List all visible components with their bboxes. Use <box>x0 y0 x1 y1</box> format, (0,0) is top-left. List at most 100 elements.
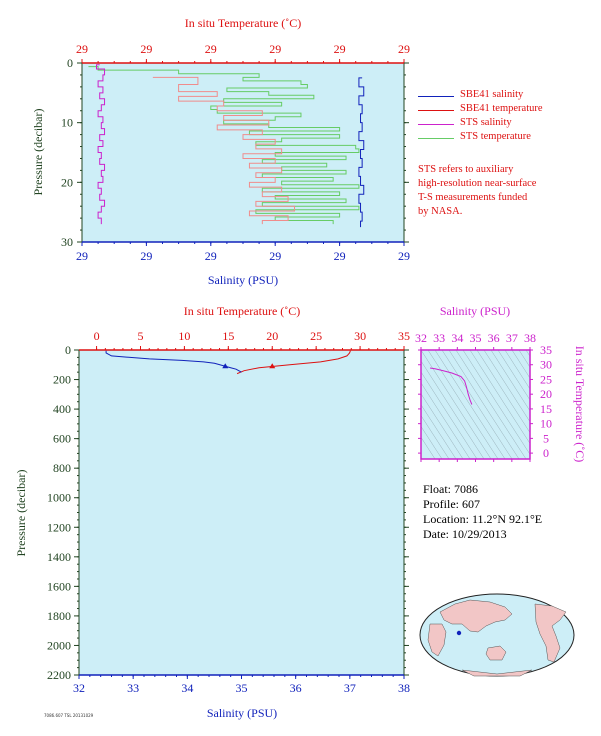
density-contour <box>421 371 478 459</box>
series-line-sts-salinity <box>95 64 106 225</box>
ts-x-tick-label: 37 <box>506 331 518 345</box>
y-axis-tick-label: 1800 <box>47 609 71 623</box>
series-line-sbe41-temperature-fine-structure- <box>152 76 296 225</box>
ts-y-tick-label: 15 <box>540 402 552 416</box>
density-contour <box>421 415 450 459</box>
near-surface-top-xlabel: In situ Temperature (˚C) <box>185 16 302 30</box>
y-axis-tick-label: 1200 <box>47 520 71 534</box>
full-profile-series <box>105 350 351 375</box>
y-axis-tick-label: 1400 <box>47 550 71 564</box>
world-map-inset <box>419 593 575 677</box>
full-profile-bottom-xlabel: Salinity (PSU) <box>207 706 277 720</box>
top-axis-tick-label: 29 <box>269 42 281 56</box>
near-surface-ylabel: Pressure (decibar) <box>31 109 45 196</box>
map-land-africa <box>427 623 447 657</box>
density-contour <box>421 393 464 459</box>
temp-axis-tick-label: 15 <box>222 329 234 343</box>
sal-axis-tick-label: 34 <box>181 681 193 695</box>
density-contour <box>490 350 530 412</box>
density-contour <box>476 350 530 434</box>
ts-x-tick-label: 34 <box>451 331 463 345</box>
temp-axis-tick-label: 25 <box>310 329 322 343</box>
temp-axis-tick-label: 30 <box>354 329 366 343</box>
y-axis-tick-label: 2200 <box>47 668 71 682</box>
ts-y-tick-label: 20 <box>540 387 552 401</box>
density-contour <box>427 350 499 459</box>
bottom-axis-tick-label: 29 <box>398 249 410 263</box>
y-axis-tick-label: 800 <box>53 461 71 475</box>
legend-swatch-sts-temperature <box>418 138 454 139</box>
location: Location: 11.2°N 92.1°E <box>423 512 543 526</box>
full-profile-panel: 0 5 10 15 20 25 30 35 32 33 34 35 36 37 38 0 200 400 600 80… <box>14 304 410 720</box>
sts-note: STS refers to auxiliary high-resolution … <box>418 163 536 219</box>
legend-label: STS salinity <box>460 117 512 128</box>
float-info: Float: 7086 Profile: 607 Location: 11.2°… <box>423 482 542 542</box>
series-line-sbe41-salinity <box>105 350 242 373</box>
near-surface-series <box>88 64 365 228</box>
ts-curve <box>430 367 473 405</box>
bottom-axis-tick-label: 29 <box>140 249 152 263</box>
density-contour <box>511 350 530 379</box>
density-contour <box>421 426 443 459</box>
date: Date: 10/29/2013 <box>423 527 507 541</box>
ts-x-tick-label: 35 <box>470 331 482 345</box>
ts-x-tick-label: 36 <box>488 331 500 345</box>
legend-label: STS temperature <box>460 131 531 142</box>
near-surface-bottom-xlabel: Salinity (PSU) <box>208 273 278 287</box>
sal-axis-tick-label: 32 <box>73 681 85 695</box>
bottom-axis-tick-label: 29 <box>205 249 217 263</box>
bottom-axis-tick-label: 29 <box>76 249 88 263</box>
full-profile-top-xlabel: In situ Temperature (˚C) <box>184 304 301 318</box>
y-axis-tick-label: 10 <box>61 116 73 130</box>
top-axis-tick-label: 29 <box>334 42 346 56</box>
y-axis-tick-label: 200 <box>53 373 71 387</box>
sal-axis-tick-label: 35 <box>236 681 248 695</box>
density-contour <box>518 350 530 368</box>
bottom-axis-tick-label: 29 <box>269 249 281 263</box>
sal-axis-tick-label: 33 <box>127 681 139 695</box>
density-contour <box>421 404 457 459</box>
top-axis-tick-label: 29 <box>205 42 217 56</box>
y-axis-tick-label: 30 <box>61 235 73 249</box>
y-axis-tick-label: 400 <box>53 402 71 416</box>
series-marker <box>269 363 276 369</box>
ts-x-tick-label: 33 <box>433 331 445 345</box>
ts-y-tick-label: 30 <box>540 358 552 372</box>
density-contour <box>455 350 527 459</box>
map-land-americas <box>534 603 567 663</box>
ts-ylabel: In situ Temperature (˚C) <box>573 346 587 463</box>
legend-swatch-sbe41-temperature <box>418 110 454 111</box>
y-axis-tick-label: 2000 <box>47 638 71 652</box>
density-contour <box>448 350 520 459</box>
ts-xlabel: Salinity (PSU) <box>440 304 510 318</box>
density-contour <box>421 436 436 459</box>
ts-series <box>430 367 473 405</box>
temp-axis-tick-label: 10 <box>178 329 190 343</box>
legend-swatch-sbe41-salinity <box>418 96 454 97</box>
ts-y-tick-label: 0 <box>543 446 549 460</box>
full-profile-ylabel: Pressure (decibar) <box>14 470 28 557</box>
ts-y-tick-label: 35 <box>540 343 552 357</box>
legend-label: SBE41 temperature <box>460 103 543 114</box>
map-land-antarctica <box>461 669 533 677</box>
y-axis-tick-label: 600 <box>53 432 71 446</box>
density-contour <box>504 350 530 390</box>
density-contour <box>421 382 471 459</box>
density-contour <box>497 350 530 401</box>
series-line-sbe41-salinity <box>358 77 365 228</box>
ts-density-contours <box>421 350 530 459</box>
float-location-marker <box>456 630 462 636</box>
map-land-australia <box>485 645 507 661</box>
note-line: by NASA. <box>418 206 463 217</box>
profile-number: Profile: 607 <box>423 497 480 511</box>
map-land-eurasia <box>439 599 513 633</box>
legend-swatch-sts-salinity <box>418 124 454 125</box>
density-contour <box>434 350 506 459</box>
y-axis-tick-label: 0 <box>65 343 71 357</box>
temp-axis-tick-label: 5 <box>137 329 143 343</box>
temp-axis-tick-label: 0 <box>94 329 100 343</box>
full-profile-plot-area <box>79 350 404 675</box>
